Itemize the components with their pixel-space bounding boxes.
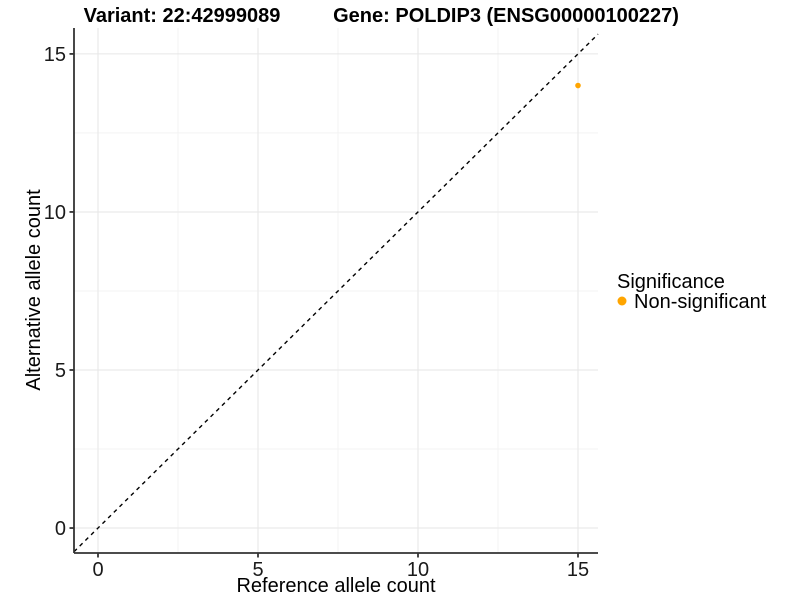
x-tick-label: 0 — [92, 559, 103, 581]
data-points-layer — [575, 82, 581, 89]
tick-marks-layer — [69, 53, 579, 558]
legend-key-dot-icon — [617, 296, 627, 306]
x-tick-label: 15 — [567, 559, 589, 581]
identity-reference-line-layer — [73, 33, 599, 553]
y-tick-label: 15 — [44, 44, 66, 66]
legend: Significance Non-significant — [617, 271, 767, 313]
y-tick-label: 5 — [55, 360, 66, 382]
identity-line — [73, 33, 599, 553]
axes-layer — [73, 28, 598, 554]
legend-entry-label: Non-significant — [634, 291, 767, 313]
gene-title: Gene: POLDIP3 (ENSG00000100227) — [333, 5, 679, 27]
legend-title: Significance — [617, 271, 725, 293]
x-tick-label: 10 — [407, 559, 429, 581]
data-point — [575, 82, 581, 89]
gridlines-minor — [74, 28, 598, 553]
x-tick-label: 5 — [252, 559, 263, 581]
tick-labels-layer: 0 5 10 15 0 5 10 15 — [44, 44, 589, 581]
x-axis-title: Reference allele count — [236, 575, 435, 597]
y-tick-label: 0 — [55, 518, 66, 540]
variant-title: Variant: 22:42999089 — [84, 5, 281, 27]
y-axis-title: Alternative allele count — [23, 189, 45, 391]
y-tick-label: 10 — [44, 202, 66, 224]
gridlines-major — [74, 28, 598, 553]
